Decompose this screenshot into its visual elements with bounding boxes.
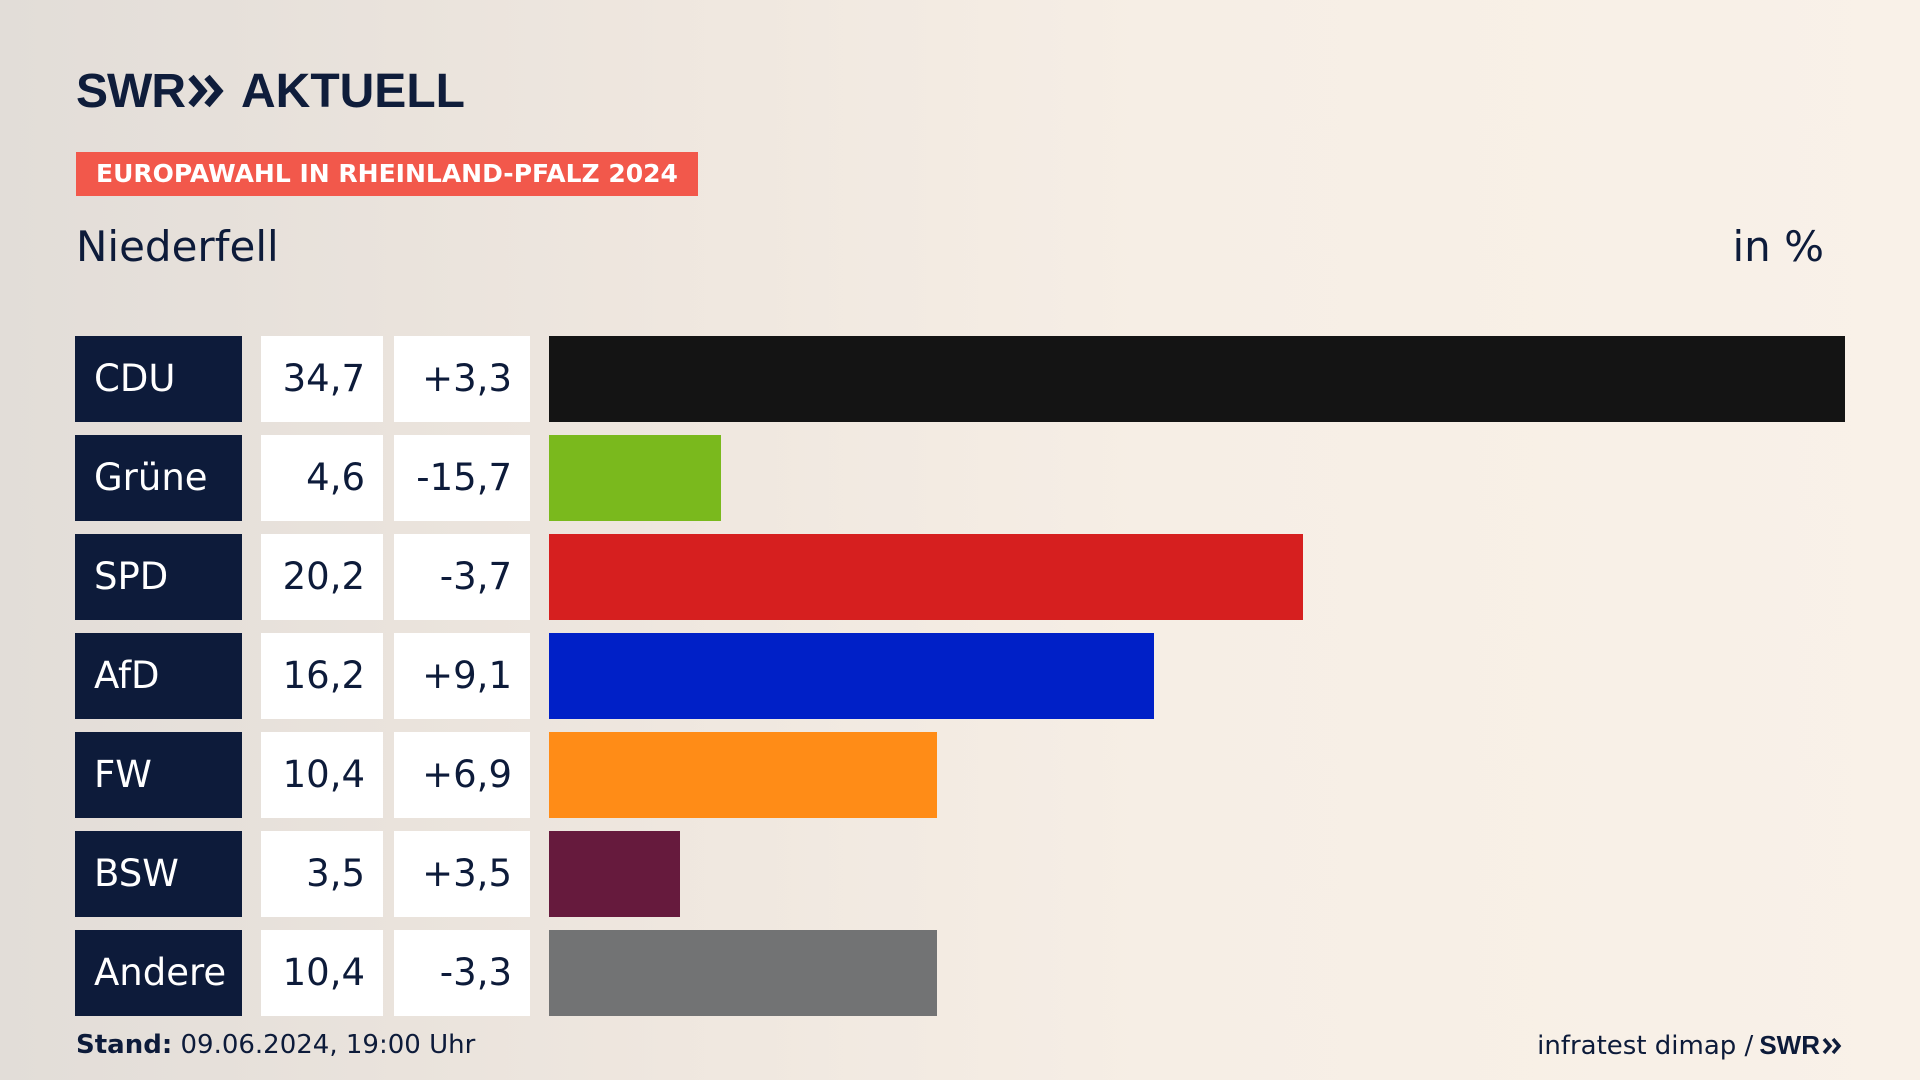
aktuell-logo-text: AKTUELL: [240, 64, 465, 118]
party-label: FW: [75, 732, 242, 818]
change-label: +9,1: [394, 633, 530, 719]
change-label: +3,5: [394, 831, 530, 917]
vote-share-label: 3,5: [261, 831, 383, 917]
swr-logo-text: SWR: [76, 64, 186, 118]
vote-share-label: 4,6: [261, 435, 383, 521]
source-credit: infratest dimap / SWR: [1537, 1030, 1844, 1061]
double-chevron-icon: [188, 74, 224, 108]
bar-fw: [549, 732, 937, 818]
timestamp: Stand: 09.06.2024, 19:00 Uhr: [76, 1030, 475, 1060]
bar-spd: [549, 534, 1303, 620]
change-label: -15,7: [394, 435, 530, 521]
double-chevron-small-icon: [1822, 1037, 1842, 1054]
party-label: SPD: [75, 534, 242, 620]
bar-andere: [549, 930, 937, 1016]
vote-share-label: 10,4: [261, 930, 383, 1016]
source-text: infratest dimap /: [1537, 1030, 1754, 1061]
vote-share-label: 16,2: [261, 633, 383, 719]
vote-share-label: 10,4: [261, 732, 383, 818]
bar-afd: [549, 633, 1154, 719]
swr-small-logo-text: SWR: [1759, 1030, 1820, 1060]
stand-value: 09.06.2024, 19:00 Uhr: [180, 1030, 476, 1060]
bar-bsw: [549, 831, 680, 917]
party-label: CDU: [75, 336, 242, 422]
change-label: -3,3: [394, 930, 530, 1016]
party-label: Grüne: [75, 435, 242, 521]
bar-cdu: [549, 336, 1845, 422]
change-label: +3,3: [394, 336, 530, 422]
chart-title: Niederfell: [76, 222, 279, 271]
party-label: AfD: [75, 633, 242, 719]
vote-share-label: 34,7: [261, 336, 383, 422]
stand-label: Stand:: [76, 1030, 173, 1060]
unit-label: in %: [1732, 222, 1824, 271]
swr-aktuell-logo: SWR AKTUELL: [76, 64, 465, 118]
change-label: -3,7: [394, 534, 530, 620]
party-label: BSW: [75, 831, 242, 917]
vote-share-label: 20,2: [261, 534, 383, 620]
bar-grüne: [549, 435, 721, 521]
election-tag: EUROPAWAHL IN RHEINLAND-PFALZ 2024: [76, 152, 698, 196]
change-label: +6,9: [394, 732, 530, 818]
party-label: Andere: [75, 930, 242, 1016]
